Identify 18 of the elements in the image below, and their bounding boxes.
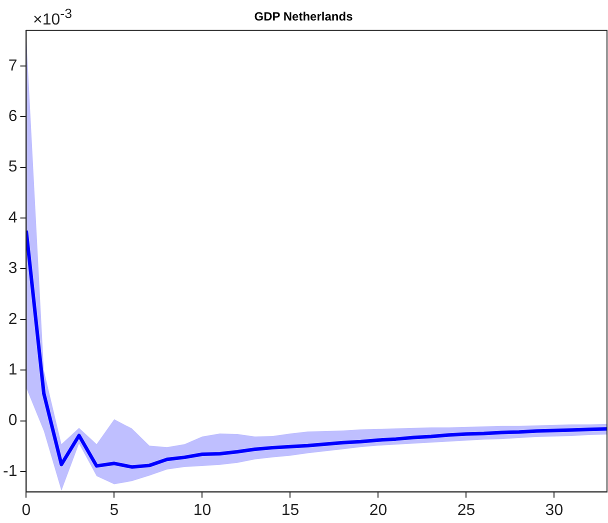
- x-tick-label: 30: [545, 502, 564, 519]
- x-tick-label: 0: [22, 502, 31, 519]
- y-tick-label: 5: [8, 158, 18, 176]
- x-tick-label: 20: [369, 502, 388, 519]
- y-tick-label: 0: [8, 412, 18, 430]
- y-tick-label: 4: [8, 209, 18, 226]
- x-tick-label: 15: [281, 502, 300, 519]
- y-tick-label: 3: [8, 260, 18, 278]
- y-tick-label: 6: [8, 108, 18, 125]
- y-tick-label: 7: [8, 57, 18, 74]
- x-tick-label: 5: [110, 502, 119, 519]
- x-tick-label: 10: [193, 502, 212, 519]
- y-tick-label: 2: [8, 310, 18, 328]
- text: ×10$^{-3}$: [33, 6, 72, 30]
- y-tick-label: -1: [2, 462, 18, 480]
- y-tick-label: 1: [8, 362, 18, 379]
- chart-title: GDP Netherlands: [254, 10, 354, 24]
- x-tick-label: 25: [457, 502, 476, 519]
